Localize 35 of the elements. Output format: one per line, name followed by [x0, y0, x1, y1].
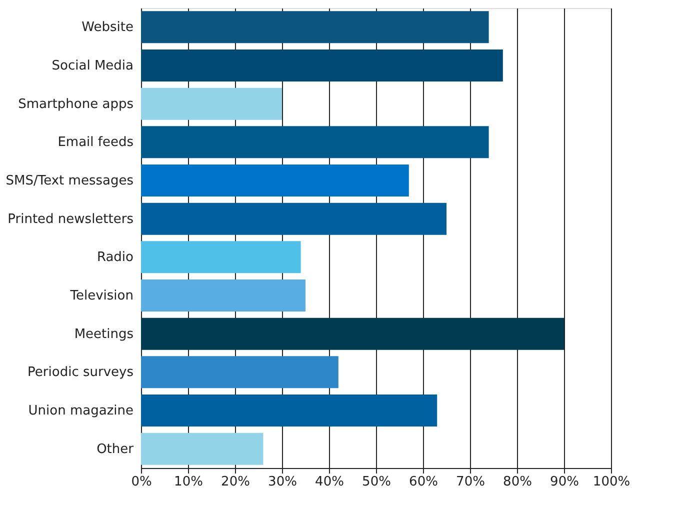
y-tick-label: Radio: [96, 250, 134, 266]
y-tick-label: SMS/Text messages: [6, 174, 134, 188]
bar: [141, 11, 489, 44]
bar: [141, 241, 301, 274]
y-tick-label: Smartphone apps: [18, 96, 134, 112]
bar: [141, 50, 503, 82]
x-tick-label: 100%: [592, 474, 630, 490]
y-tick-label: Television: [69, 288, 134, 304]
x-tick-label: 50%: [362, 474, 391, 490]
y-tick-label: Website: [82, 20, 134, 36]
x-tick-label: 60%: [409, 474, 438, 490]
y-tick-label: Other: [96, 442, 134, 457]
x-tick-label: 70%: [456, 474, 485, 490]
bar: [141, 280, 306, 312]
y-tick-label: Email feeds: [58, 135, 134, 150]
bar: [141, 318, 564, 350]
y-tick-label: Printed newsletters: [8, 212, 134, 227]
bar: [141, 88, 282, 120]
x-tick-label: 20%: [221, 474, 250, 490]
x-tick-label: 30%: [268, 474, 297, 490]
x-tick-label: 40%: [315, 474, 344, 490]
y-tick-label: Social Media: [52, 58, 134, 74]
x-tick-label: 0%: [131, 474, 152, 490]
bar: [141, 202, 446, 235]
y-tick-label: Periodic surveys: [28, 365, 134, 380]
x-tick-label: 80%: [503, 474, 532, 490]
bar: [141, 394, 438, 426]
bar: [141, 432, 264, 465]
y-tick-label: Union magazine: [28, 404, 134, 418]
bar: [141, 126, 489, 158]
bar: [141, 164, 409, 196]
x-tick-label: 10%: [174, 474, 203, 490]
x-tick-label: 90%: [550, 474, 579, 490]
y-tick-label: Meetings: [74, 326, 134, 342]
bar: [141, 356, 338, 388]
